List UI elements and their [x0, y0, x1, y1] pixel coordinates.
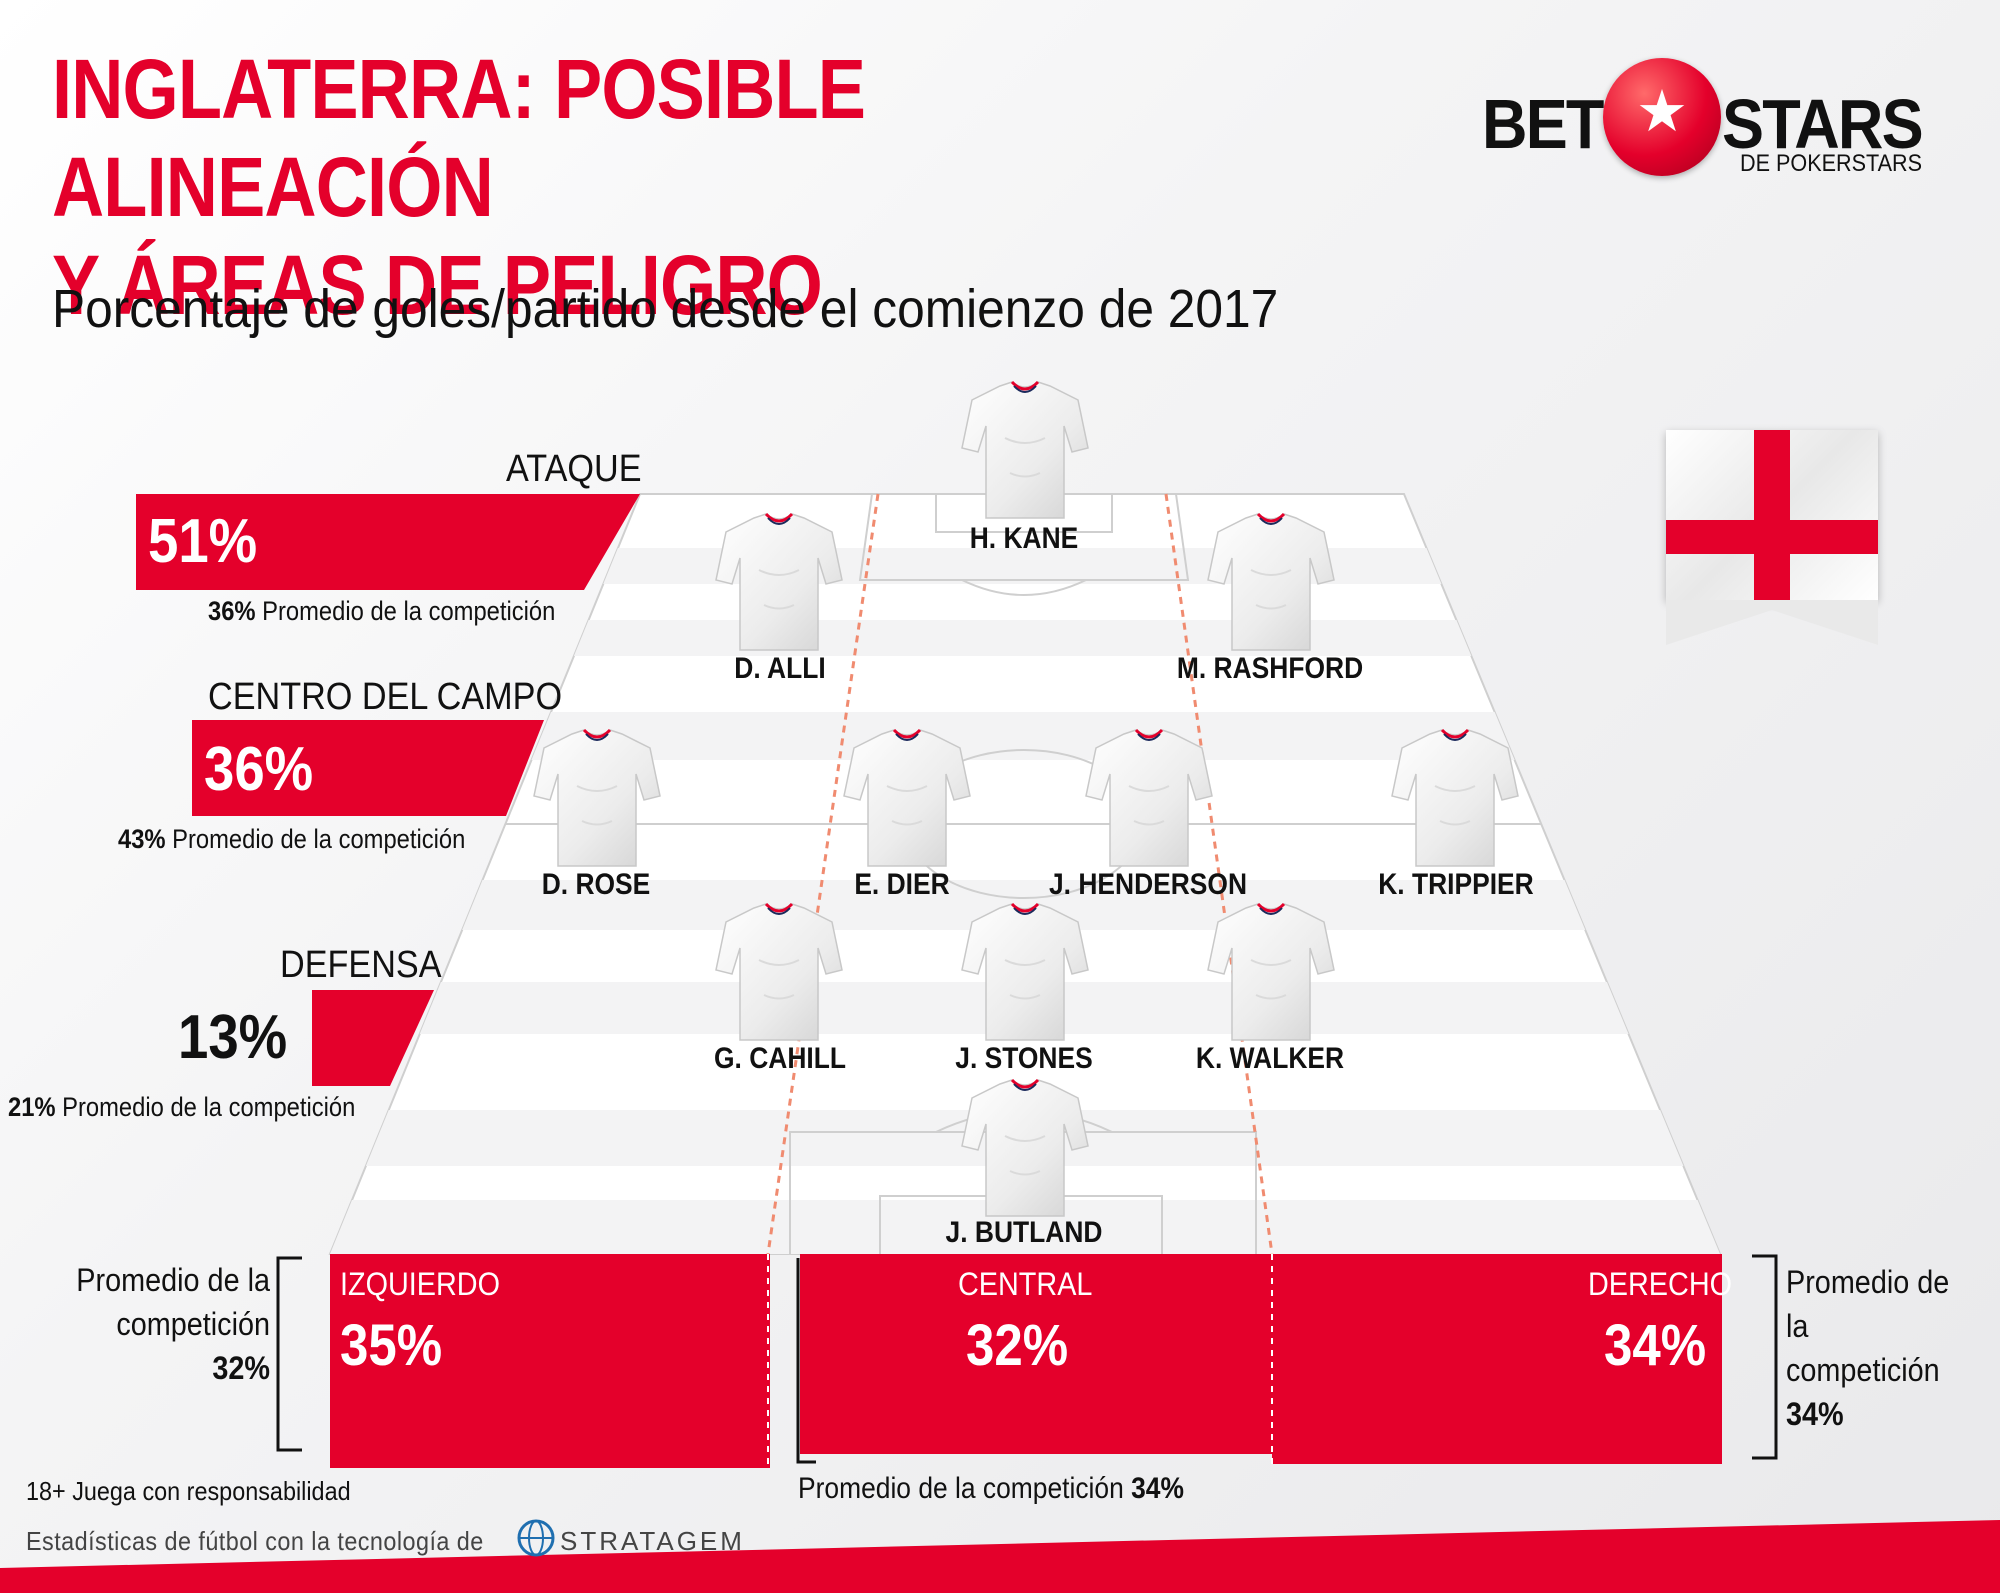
section-left-value: 35% [340, 1313, 443, 1378]
section-left-label: IZQUIERDO [340, 1266, 501, 1302]
player-shirt-icon [960, 1078, 1090, 1218]
logo-stars-text: STARS [1722, 85, 1924, 163]
attack-label: ATAQUE [506, 448, 642, 490]
player-shirt-icon [1084, 728, 1214, 868]
globe-icon [517, 1519, 555, 1557]
midfield-label: CENTRO DEL CAMPO [208, 676, 563, 718]
title-line-2: Y ÁREAS DE PELIGRO [52, 238, 823, 332]
page-subtitle: Porcentaje de goles/partido desde el com… [52, 279, 1279, 339]
player-name-rashford: M. RASHFORD [1176, 652, 1364, 685]
logo-ball-icon: ★ [1603, 58, 1721, 176]
attack-value: 51% [148, 507, 258, 576]
player-shirt-icon [960, 380, 1090, 520]
player-shirt-icon [714, 902, 844, 1042]
player-shirt-icon [532, 728, 662, 868]
player-name-kane: H. KANE [969, 522, 1079, 555]
midfield-average: 43% Promedio de la competición [118, 824, 466, 854]
defense-average: 21% Promedio de la competición [8, 1092, 356, 1122]
player-name-henderson: J. HENDERSON [1048, 868, 1248, 901]
star-icon: ★ [1636, 79, 1688, 144]
left-side-average: Promedio de la competición 32% [76, 1262, 270, 1386]
defense-value: 13% [178, 1003, 288, 1072]
player-name-stones: J. STONES [955, 1042, 1093, 1075]
stratagem-logo: STRATAGEM [560, 1526, 745, 1556]
powered-by-text: Estadísticas de fútbol con la tecnología… [26, 1526, 484, 1556]
player-shirt-icon [1206, 512, 1336, 652]
section-central-label: CENTRAL [958, 1266, 1093, 1302]
attack-average: 36% Promedio de la competición [208, 596, 556, 626]
player-name-walker: K. WALKER [1195, 1042, 1345, 1075]
midfield-value: 36% [204, 735, 314, 804]
player-shirt-icon [960, 902, 1090, 1042]
player-name-cahill: G. CAHILL [714, 1042, 846, 1075]
england-flag-icon [1666, 430, 1878, 600]
section-right-label: DERECHO [1588, 1266, 1733, 1302]
player-shirt-icon [714, 512, 844, 652]
logo-subtitle: DE POKERSTARS [1740, 150, 1923, 177]
player-shirt-icon [842, 728, 972, 868]
page-title: INGLATERRA: POSIBLE ALINEACIÓN Y ÁREAS D… [52, 40, 1256, 334]
title-line-1: INGLATERRA: POSIBLE ALINEACIÓN [52, 42, 866, 234]
responsible-gambling-note: 18+ Juega con responsabilidad [26, 1476, 351, 1506]
right-side-average: Promedio de la competición 34% [1786, 1264, 1950, 1432]
central-average: Promedio de la competición 34% [798, 1472, 1184, 1505]
player-name-trippier: K. TRIPPIER [1378, 868, 1534, 901]
logo-bet-text: BET [1482, 85, 1604, 163]
player-name-rose: D. ROSE [541, 868, 651, 901]
player-name-dier: E. DIER [854, 868, 950, 901]
defense-label: DEFENSA [280, 944, 442, 986]
player-shirt-icon [1206, 902, 1336, 1042]
player-name-alli: D. ALLI [734, 652, 826, 685]
section-central-value: 32% [966, 1313, 1069, 1378]
flag-ribbon-tail [1666, 600, 1878, 645]
player-name-butland: J. BUTLAND [945, 1216, 1103, 1249]
player-shirt-icon [1390, 728, 1520, 868]
section-right-value: 34% [1604, 1313, 1707, 1378]
